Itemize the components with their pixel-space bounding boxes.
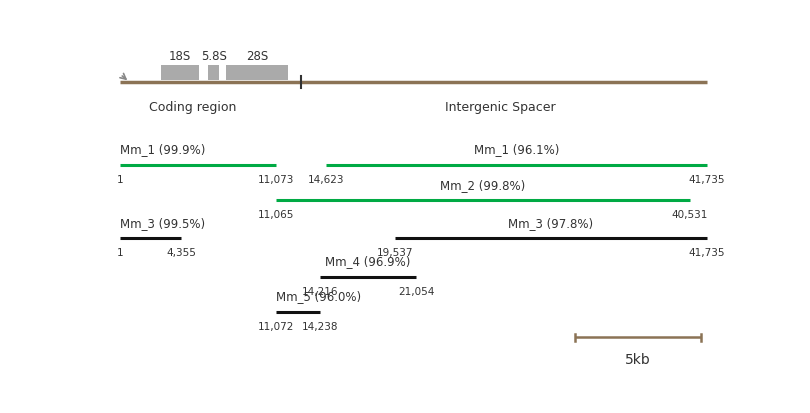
Text: 1: 1 <box>117 248 123 258</box>
Text: Mm_1 (99.9%): Mm_1 (99.9%) <box>120 143 206 156</box>
Text: 14,238: 14,238 <box>302 321 339 331</box>
Text: 11,065: 11,065 <box>258 209 294 219</box>
Text: 21,054: 21,054 <box>398 286 434 296</box>
Text: Mm_4 (96.9%): Mm_4 (96.9%) <box>326 254 411 267</box>
Text: Mm_5 (96.0%): Mm_5 (96.0%) <box>275 290 361 302</box>
Text: 1: 1 <box>117 175 123 185</box>
Text: Mm_2 (99.8%): Mm_2 (99.8%) <box>441 178 526 191</box>
Bar <box>225 66 288 81</box>
Text: Intergenic Spacer: Intergenic Spacer <box>445 100 555 114</box>
Text: 18S: 18S <box>168 50 191 62</box>
Text: Mm_1 (96.1%): Mm_1 (96.1%) <box>474 143 559 156</box>
Text: 19,537: 19,537 <box>377 248 413 258</box>
Text: Coding region: Coding region <box>148 100 236 114</box>
Text: 14,216: 14,216 <box>302 286 339 296</box>
Bar <box>161 66 198 81</box>
Text: 5.8S: 5.8S <box>201 50 227 62</box>
Text: Mm_3 (97.8%): Mm_3 (97.8%) <box>509 216 594 229</box>
Text: 4,355: 4,355 <box>166 248 196 258</box>
Text: 41,735: 41,735 <box>688 175 725 185</box>
Text: 5kb: 5kb <box>625 353 651 367</box>
Text: Mm_3 (99.5%): Mm_3 (99.5%) <box>120 216 205 229</box>
Text: 11,072: 11,072 <box>258 321 294 331</box>
Text: 41,735: 41,735 <box>688 248 725 258</box>
Text: 28S: 28S <box>245 50 268 62</box>
Text: 11,073: 11,073 <box>258 175 294 185</box>
Text: 14,623: 14,623 <box>308 175 344 185</box>
Text: 40,531: 40,531 <box>672 209 708 219</box>
Bar <box>208 66 220 81</box>
